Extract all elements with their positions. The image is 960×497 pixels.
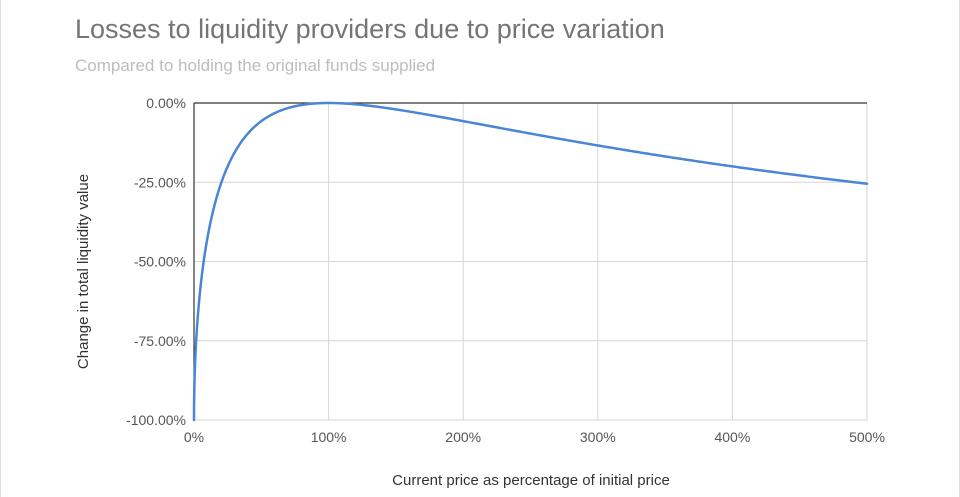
data-point: [226, 165, 229, 168]
x-tick-label: 200%: [445, 429, 481, 445]
y-tick-label: -50.00%: [134, 254, 186, 270]
data-point: [206, 236, 209, 239]
data-point: [195, 331, 198, 334]
x-tick-label: 100%: [311, 429, 347, 445]
data-point: [664, 155, 667, 158]
data-point: [462, 120, 465, 123]
data-point: [287, 106, 290, 109]
data-point: [361, 103, 364, 106]
data-point: [529, 132, 532, 135]
data-point: [798, 174, 801, 177]
data-point: [300, 103, 303, 106]
data-point: [194, 356, 197, 359]
data-point: [240, 141, 243, 144]
x-axis-title: Current price as percentage of initial p…: [392, 472, 670, 489]
data-point: [327, 102, 330, 105]
data-point: [341, 102, 344, 105]
data-point: [314, 102, 317, 105]
data-point: [428, 114, 431, 117]
y-tick-label: -75.00%: [134, 333, 186, 349]
x-tick-label: 400%: [714, 429, 750, 445]
y-axis-title: Change in total liquidity value: [75, 174, 92, 369]
x-tick-label: 500%: [849, 429, 885, 445]
data-point: [495, 126, 498, 129]
y-tick-label: -100.00%: [126, 412, 186, 428]
x-tick-label: 0%: [184, 429, 204, 445]
data-point: [731, 165, 734, 168]
data-point: [273, 112, 276, 115]
data-point: [219, 182, 222, 185]
chart-title: Losses to liquidity providers due to pri…: [75, 14, 665, 44]
data-point: [260, 120, 263, 123]
data-point: [213, 205, 216, 208]
chart-subtitle: Compared to holding the original funds s…: [75, 56, 436, 75]
data-point: [197, 312, 200, 315]
y-tick-label: 0.00%: [146, 95, 186, 111]
y-tick-label: -25.00%: [134, 174, 186, 190]
data-point: [866, 182, 869, 185]
data-point: [246, 132, 249, 135]
data-point: [209, 219, 212, 222]
data-point: [596, 144, 599, 147]
data-point: [199, 283, 202, 286]
data-point: [394, 108, 397, 111]
data-point: [233, 151, 236, 154]
data-point: [193, 419, 196, 422]
frame-edge-left: [0, 0, 1, 497]
series-line-0: [192, 101, 869, 422]
data-point: [193, 374, 196, 377]
x-tick-label: 300%: [580, 429, 616, 445]
data-point: [203, 257, 206, 260]
